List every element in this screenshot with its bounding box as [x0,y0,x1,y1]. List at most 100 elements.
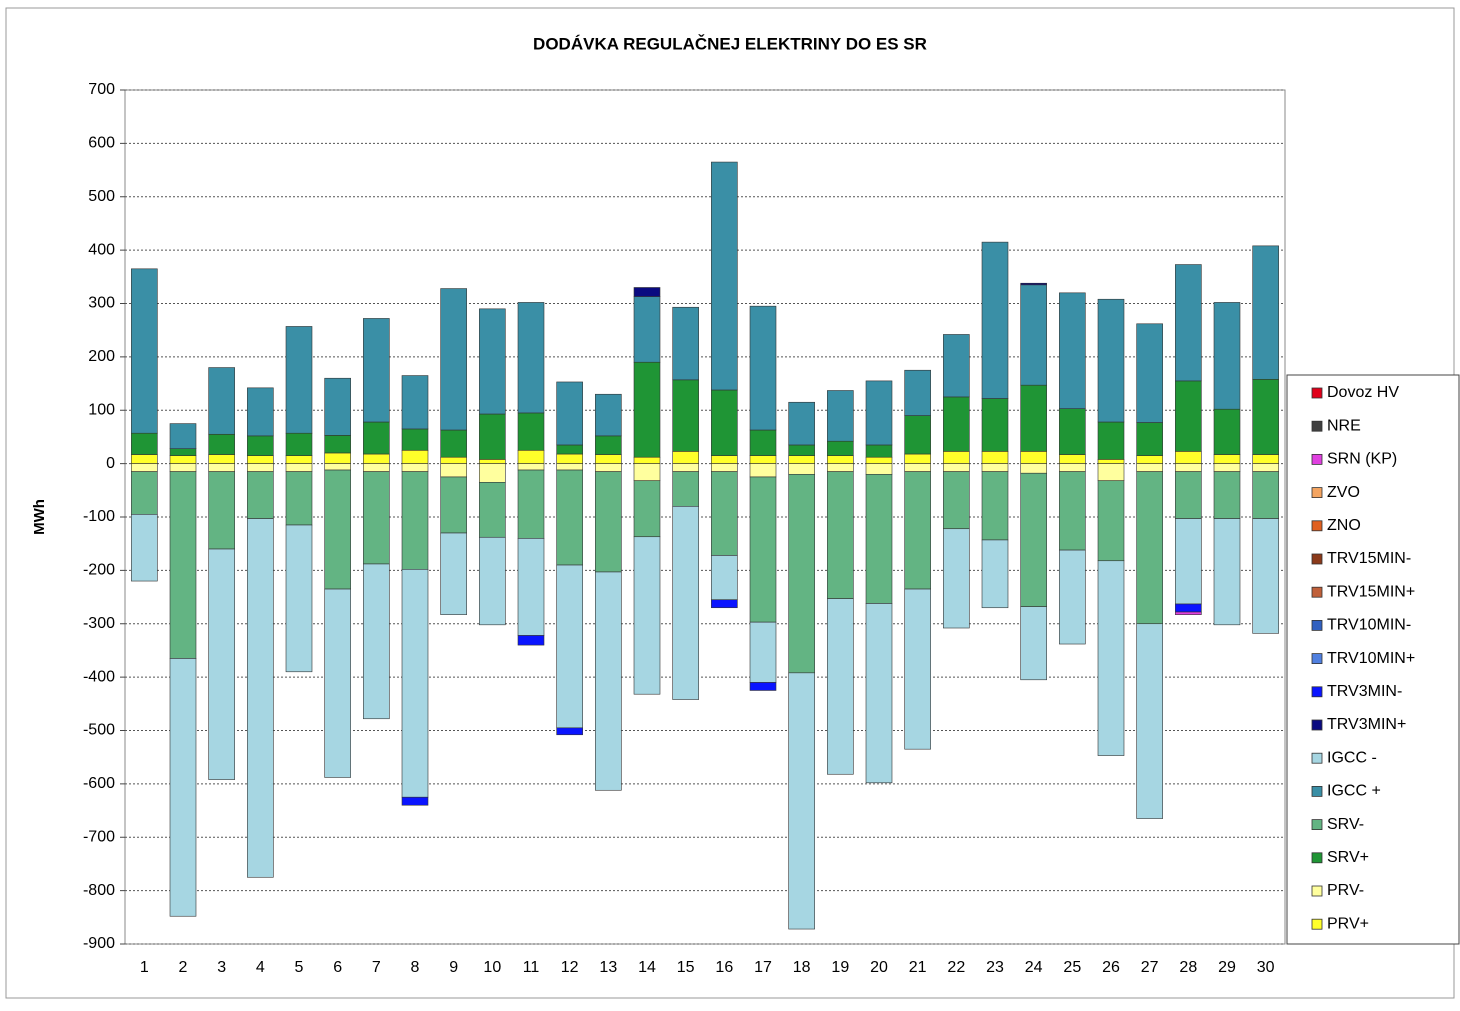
bar-segment [517,302,545,414]
legend-label: ZNO [1327,517,1361,534]
bar-segment [1175,264,1202,382]
bar-segment [479,482,506,538]
bar-segment [401,796,429,806]
bar-segment [479,459,506,464]
bar-segment [827,471,854,599]
legend-swatch [1311,487,1323,499]
bar-segment [401,375,429,430]
legend-label: TRV10MIN- [1327,617,1411,634]
bar-segment [285,432,313,456]
x-tick-label: 4 [256,959,265,976]
bar-segment [1175,463,1202,472]
bar-segment [943,471,970,530]
bar-segment [247,471,274,519]
bar-segment [595,571,622,791]
legend-label: TRV15MIN+ [1327,583,1415,600]
legend-label: TRV15MIN- [1327,550,1411,567]
bar-segment [865,603,893,784]
bar-segment [401,471,429,570]
bar-segment [363,463,390,472]
bar-segment [556,469,583,566]
bar-segment [865,463,893,475]
x-tick-label: 12 [561,959,579,976]
bar-segment [324,435,351,454]
bar-segment [1136,422,1163,456]
bar-segment [131,268,158,434]
legend-swatch [1311,819,1323,830]
bar-segment [169,658,197,917]
bar-segment [1097,480,1125,562]
legend-label: PRV+ [1327,915,1369,932]
bar-segment [401,449,429,464]
bar-segment [633,287,661,297]
bar-segment [1213,454,1241,464]
bar-segment [981,539,1009,609]
bar-segment [169,448,197,456]
y-tick-label: 0 [106,455,115,472]
bar-segment [556,727,583,736]
legend-label: SRV- [1327,816,1364,833]
bar-segment [1213,302,1241,410]
bar-segment [285,471,313,526]
bar-segment [981,471,1009,541]
bar-segment [595,463,622,472]
legend-swatch [1311,786,1323,797]
bar-segment [1059,549,1086,645]
bar-segment [1136,455,1163,464]
legend-label: TRV10MIN+ [1327,650,1415,667]
bar-segment [865,456,893,464]
bar-segment [788,672,815,930]
bar-segment [711,471,738,556]
bar-segment [672,451,699,464]
bar-segment [633,536,661,695]
x-tick-label: 2 [179,959,188,976]
bar-segment [285,524,313,673]
x-tick-label: 7 [372,959,381,976]
bar-segment [1020,463,1047,474]
bar-segment [363,318,390,423]
bar-segment [827,440,854,456]
bar-segment [1097,459,1125,464]
bar-segment [1136,463,1163,472]
legend-label: SRV+ [1327,849,1369,866]
bar-segment [1252,463,1279,472]
x-tick-label: 1 [140,959,149,976]
x-tick-label: 24 [1025,959,1043,976]
bar-segment [1097,298,1125,423]
legend-label: Dovoz HV [1327,384,1399,401]
bar-segment [556,444,583,455]
bar-segment [1175,451,1202,464]
x-tick-label: 22 [947,959,965,976]
y-tick-label: 600 [88,135,115,152]
bar-segment [1175,471,1202,519]
bar-segment [1059,471,1086,551]
bar-segment [247,387,274,437]
legend-swatch [1311,752,1323,764]
bar-segment [1020,284,1047,386]
bar-segment [285,455,313,464]
bar-segment [479,308,506,415]
bar-segment [1097,560,1125,756]
bar-segment [324,469,351,590]
bar-segment [672,506,699,700]
legend-label: TRV3MIN+ [1327,716,1406,733]
bar-segment [440,456,467,464]
y-tick-label: 500 [88,188,115,205]
bar-segment [517,412,545,451]
bar-segment [169,423,197,449]
bar-segment [749,429,777,456]
x-tick-label: 10 [483,959,501,976]
bar-segment [1213,518,1241,626]
bar-segment [711,555,738,601]
bar-segment [1136,323,1163,423]
bar-segment [788,463,815,475]
bar-segment [633,480,661,538]
bar-segment [711,455,738,464]
y-tick-label: -700 [83,828,115,845]
bar-segment [943,396,970,452]
x-tick-label: 5 [295,959,304,976]
x-tick-label: 20 [870,959,888,976]
bar-segment [904,463,931,472]
bar-segment [479,536,506,626]
x-tick-label: 15 [677,959,695,976]
